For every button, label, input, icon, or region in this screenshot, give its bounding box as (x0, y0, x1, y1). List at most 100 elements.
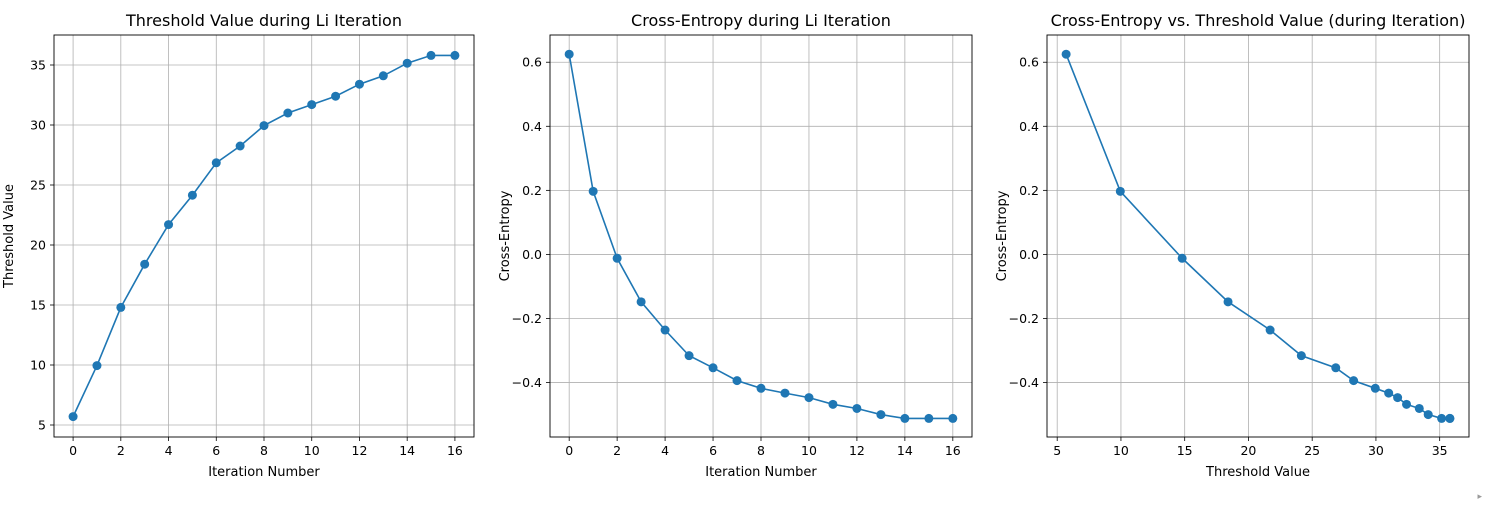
data-point (1331, 363, 1341, 373)
chart-title: Cross-Entropy vs. Threshold Value (durin… (1051, 11, 1466, 30)
data-point (852, 403, 862, 413)
x-tick-label: 4 (661, 443, 669, 458)
data-point (588, 186, 598, 196)
x-tick-label: 8 (757, 443, 765, 458)
data-point (354, 79, 364, 89)
x-axis-label: Iteration Number (705, 465, 817, 480)
data-point (804, 393, 814, 403)
data-point (1061, 49, 1071, 59)
data-point (684, 351, 694, 361)
data-point (259, 121, 269, 131)
data-point (211, 158, 221, 168)
x-tick-label: 10 (304, 443, 320, 458)
x-tick-label: 16 (945, 443, 961, 458)
x-tick-label: 12 (849, 443, 865, 458)
data-point (660, 325, 670, 335)
x-axis-label: Iteration Number (208, 465, 320, 480)
data-point (331, 91, 341, 101)
x-axis-label: Threshold Value (1205, 465, 1310, 480)
data-point (876, 410, 886, 420)
y-tick-label: 0.0 (1019, 247, 1039, 262)
data-point (1423, 410, 1433, 420)
data-point (235, 141, 245, 151)
y-tick-label: 0.4 (1019, 119, 1039, 134)
data-point (92, 361, 102, 371)
chart-1: 0 2 4 6 8 10 12 14 16 5 10 15 20 25 30 35 Threshold Valu… (2, 11, 475, 480)
y-tick-label: 10 (30, 358, 46, 373)
y-tick-label: 20 (30, 238, 46, 253)
data-point (1445, 413, 1455, 423)
data-point (924, 413, 934, 423)
data-point (1349, 376, 1359, 386)
y-axis-label: Cross-Entropy (995, 190, 1010, 281)
data-point (1437, 413, 1447, 423)
y-tick-label: 0.2 (1019, 183, 1039, 198)
x-tick-label: 12 (352, 443, 368, 458)
x-tick-label: 16 (447, 443, 463, 458)
y-tick-label: 25 (30, 178, 46, 193)
y-tick-label: 30 (30, 118, 46, 133)
x-tick-label: 10 (801, 443, 817, 458)
x-tick-label: 10 (1113, 443, 1129, 458)
data-point (756, 383, 766, 393)
data-point (402, 58, 412, 68)
data-point (900, 413, 910, 423)
y-tick-label: 0.6 (522, 55, 542, 70)
x-tick-label: 2 (117, 443, 125, 458)
x-tick-label: 30 (1368, 443, 1384, 458)
y-tick-label: 0.4 (522, 119, 542, 134)
data-point (1384, 388, 1394, 398)
data-point (1402, 399, 1412, 409)
data-point (780, 388, 790, 398)
y-tick-label: 35 (30, 58, 46, 73)
y-tick-label: −0.2 (512, 311, 542, 326)
chart-2: 0 2 4 6 8 10 12 14 16 −0.4 −0.2 0.0 0.2 0.4 0.6 Cross-E… (498, 11, 973, 480)
data-point (140, 259, 150, 269)
output-scroll-marker-icon[interactable]: ▸ (1477, 492, 1482, 502)
x-tick-label: 14 (399, 443, 415, 458)
y-tick-label: 0.2 (522, 183, 542, 198)
chart-title: Cross-Entropy during Li Iteration (631, 11, 891, 30)
series-line (1065, 53, 1450, 420)
y-tick-label: 15 (30, 298, 46, 313)
x-tick-label: 25 (1304, 443, 1320, 458)
chart-title: Threshold Value during Li Iteration (125, 11, 402, 30)
y-axis-label: Cross-Entropy (498, 190, 513, 281)
data-point (1296, 351, 1306, 361)
axes-frame (53, 34, 475, 438)
x-tick-label: 15 (1177, 443, 1193, 458)
y-tick-label: 0.0 (522, 247, 542, 262)
x-tick-label: 8 (260, 443, 268, 458)
data-point (732, 376, 742, 386)
x-tick-label: 14 (897, 443, 913, 458)
chart-3: 5 10 15 20 25 30 35 −0.4 −0.2 0.0 0.2 0.4 0.6 Cross-E… (995, 11, 1470, 480)
data-point (1223, 297, 1233, 307)
data-point (828, 399, 838, 409)
data-point (1393, 393, 1403, 403)
data-point (164, 220, 174, 230)
data-point (948, 413, 958, 423)
x-tick-label: 0 (565, 443, 573, 458)
y-tick-label: −0.4 (1009, 375, 1039, 390)
data-point (426, 50, 436, 60)
data-point (1370, 383, 1380, 393)
data-point (116, 302, 126, 312)
data-point (1265, 325, 1275, 335)
x-tick-label: 0 (69, 443, 77, 458)
axes-frame (1046, 34, 1470, 438)
data-point (564, 49, 574, 59)
data-point (68, 412, 78, 422)
x-tick-label: 4 (165, 443, 173, 458)
y-tick-label: −0.4 (512, 375, 542, 390)
x-tick-label: 20 (1240, 443, 1256, 458)
y-tick-label: 0.6 (1019, 55, 1039, 70)
x-tick-label: 6 (709, 443, 717, 458)
data-point (1177, 253, 1187, 263)
data-point (708, 363, 718, 373)
data-point (450, 50, 460, 60)
x-tick-label: 2 (613, 443, 621, 458)
data-point (612, 253, 622, 263)
x-tick-label: 5 (1053, 443, 1061, 458)
data-point (283, 108, 293, 118)
